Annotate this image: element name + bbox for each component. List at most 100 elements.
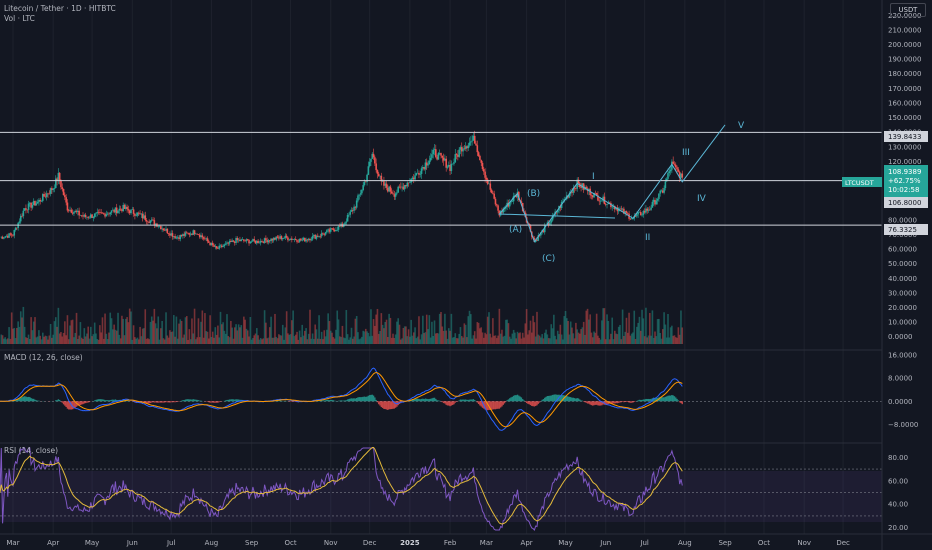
candle-body	[575, 188, 577, 190]
volume-bar	[562, 339, 564, 344]
chart-header: Litecoin / Tether · 1D · HITBTC Vol · LT…	[4, 4, 116, 24]
macd-hist-bar	[590, 401, 593, 406]
candle-body	[472, 135, 475, 141]
volume-bar	[593, 331, 595, 344]
time-tick-9: Dec	[363, 539, 377, 547]
candle-body	[193, 230, 196, 235]
macd-hist-bar	[581, 400, 584, 402]
volume-bar	[141, 328, 144, 344]
volume-bar	[410, 319, 412, 344]
candle-body	[256, 240, 258, 244]
volume-bar	[389, 317, 392, 344]
time-tick-12: Mar	[480, 539, 493, 547]
macd-hist-bar	[114, 399, 117, 402]
symbol-title[interactable]: Litecoin / Tether · 1D · HITBTC	[4, 4, 116, 13]
candle-body	[250, 241, 253, 243]
macd-hist-bar	[116, 399, 118, 402]
wave-label-i: I	[592, 172, 595, 182]
volume-bar	[270, 316, 272, 344]
volume-bar	[261, 339, 263, 344]
macd-hist-bar	[348, 399, 350, 402]
rsi-legend[interactable]: RSI (14, close)	[4, 446, 59, 455]
volume-bar	[178, 323, 180, 344]
volume-bar	[367, 332, 370, 344]
candle-body	[669, 169, 672, 172]
candle-body	[25, 208, 27, 210]
volume-bar	[362, 330, 364, 344]
macd-hist-bar	[36, 400, 39, 402]
macd-hist-bar	[169, 401, 171, 403]
candle-body	[394, 193, 397, 197]
candle-body	[582, 183, 585, 190]
macd-hist-bar	[649, 399, 651, 402]
candle-body	[79, 215, 82, 216]
candle-body	[121, 209, 123, 212]
volume-legend[interactable]: Vol · LTC	[4, 14, 35, 23]
volume-bar	[470, 314, 472, 344]
volume-bar	[472, 335, 475, 344]
candle-body	[681, 173, 684, 178]
macd-legend[interactable]: MACD (12, 26, close)	[4, 353, 83, 362]
wave-label-b: (B)	[527, 189, 540, 199]
volume-bar	[148, 339, 150, 344]
volume-bar	[601, 320, 603, 344]
volume-bar	[377, 333, 380, 344]
macd-hist-bar	[392, 401, 394, 409]
macd-hist-bar	[579, 399, 581, 402]
volume-bar	[407, 329, 410, 344]
volume-bar	[326, 329, 328, 344]
volume-bar	[10, 312, 13, 344]
wave-path[interactable]	[498, 124, 726, 243]
volume-bar	[575, 322, 577, 344]
macd-hist-bar	[427, 399, 429, 402]
candle-body	[165, 228, 167, 231]
volume-bar	[169, 330, 171, 344]
candle-body	[652, 199, 655, 202]
candle-body	[313, 235, 315, 237]
macd-hist-bar	[459, 399, 462, 402]
macd-hist-bar	[157, 401, 159, 403]
volume-bar	[87, 326, 89, 344]
candle-body	[147, 221, 149, 223]
volume-bar	[625, 317, 628, 344]
volume-bar	[349, 337, 352, 344]
candle-body	[196, 233, 198, 235]
volume-bar	[405, 326, 407, 344]
macd-hist-bar	[186, 399, 188, 402]
candle-body	[93, 213, 96, 217]
elliott-wave-lines[interactable]	[498, 124, 726, 243]
horizontal-levels[interactable]	[0, 131, 882, 226]
macd-hist-bar	[584, 401, 586, 403]
candle-body	[201, 235, 204, 238]
candle-body	[556, 210, 559, 213]
macd-axis[interactable]: 16.0000 8.0000 0.0000 −8.0000	[888, 352, 918, 429]
currency-unit-button[interactable]: USDT	[890, 3, 926, 17]
macd-hist-bar	[623, 401, 625, 403]
candle-body	[149, 220, 152, 223]
macd-hist-bar	[87, 401, 89, 403]
macd-hist-bar	[326, 399, 328, 402]
volume-bar	[399, 339, 402, 344]
volume-bar	[64, 321, 66, 344]
price-tick-10: 120.0000	[888, 158, 921, 166]
candle-body	[362, 185, 364, 190]
candle-body	[102, 213, 105, 214]
macd-hist-bar	[239, 399, 241, 402]
macd-hist-bar	[166, 401, 169, 403]
macd-hist-bar	[68, 401, 70, 410]
candle-body	[440, 153, 442, 156]
candle-body	[311, 236, 314, 240]
macd-hist-bar	[361, 397, 363, 402]
volume-bar	[213, 337, 215, 344]
volume-bar	[558, 334, 560, 344]
candle-body	[642, 210, 645, 215]
candle-body	[48, 193, 51, 195]
candle-body	[249, 241, 252, 244]
rsi-axis[interactable]: 80.00 60.00 40.00 20.00	[888, 454, 908, 532]
volume-bar	[612, 339, 615, 344]
volume-bar	[108, 332, 110, 344]
time-axis[interactable]: Mar Apr May Jun Jul Aug Sep Oct Nov Dec 2025 Feb Mar…	[6, 539, 850, 547]
macd-hist-bar	[450, 401, 453, 406]
macd-hist-bar	[664, 396, 667, 402]
